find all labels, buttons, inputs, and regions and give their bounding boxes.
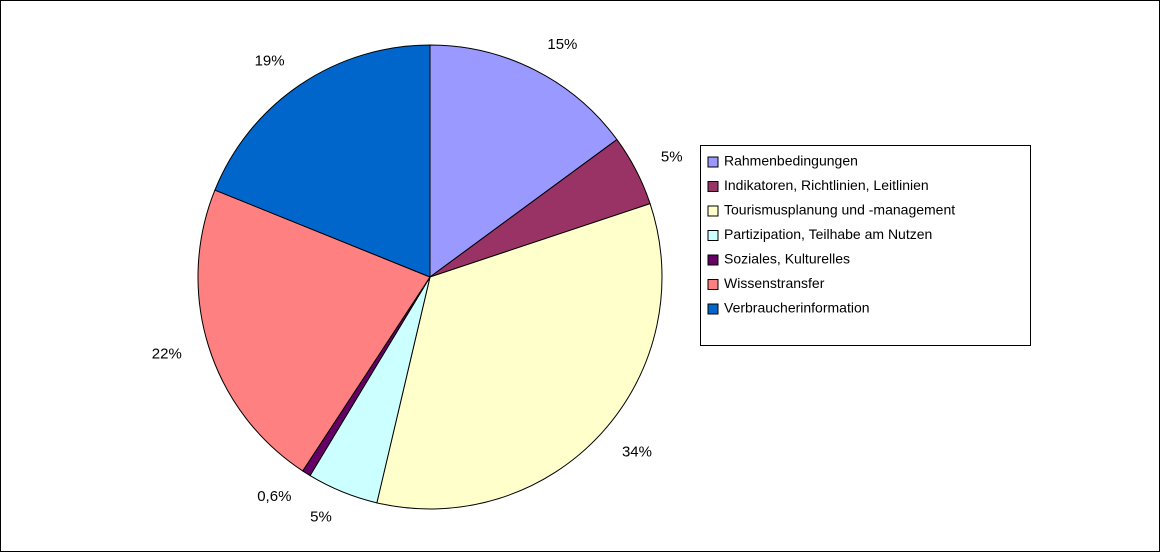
- pie-slice: [376, 203, 663, 510]
- legend-swatch: [707, 181, 719, 192]
- legend-swatch: [707, 205, 719, 217]
- data-label: 15%: [547, 36, 577, 53]
- legend-label: Partizipation, Teilhabe am Nutzen: [724, 226, 932, 242]
- data-label: 34%: [622, 443, 652, 460]
- legend-label: Verbraucherinformation: [724, 300, 870, 316]
- legend-swatch: [707, 156, 719, 168]
- pie-slice: [214, 44, 431, 278]
- legend: Rahmenbedingungen Indikatoren, Richtlinie…: [707, 153, 955, 316]
- legend-swatch: [707, 279, 719, 290]
- legend-label: Soziales, Kulturelles: [724, 251, 850, 267]
- legend-box: [700, 145, 1031, 346]
- data-label: 22%: [152, 346, 182, 363]
- data-label: 5%: [310, 509, 332, 526]
- legend-label: Wissenstransfer: [724, 275, 825, 291]
- pie-slice: [429, 44, 618, 278]
- data-label: 0,6%: [257, 488, 291, 505]
- data-label: 5%: [661, 148, 683, 165]
- pie-slice: [197, 189, 431, 472]
- legend-swatch: [707, 254, 719, 266]
- data-label: 19%: [255, 52, 285, 69]
- legend-label: Indikatoren, Richtlinien, Leitlinien: [724, 177, 929, 193]
- legend-swatch: [707, 230, 719, 241]
- legend-swatch: [707, 303, 719, 315]
- legend-label: Tourismusplanung und -management: [724, 202, 955, 218]
- legend-label: Rahmenbedingungen: [724, 153, 858, 169]
